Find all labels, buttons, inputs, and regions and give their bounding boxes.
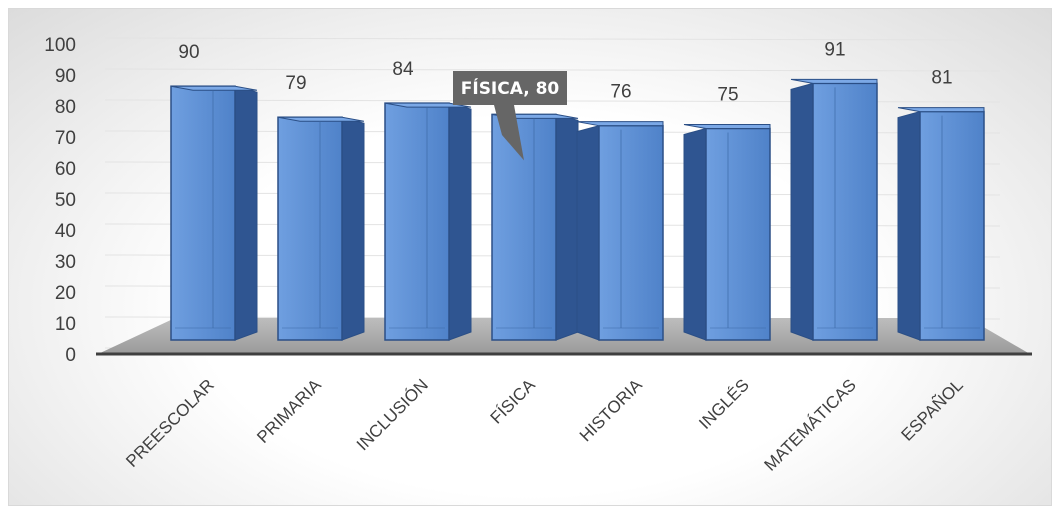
data-callout: FÍSICA, 80 (453, 71, 567, 161)
bar-top (384, 102, 472, 108)
callout-pointer (494, 105, 524, 161)
x-tick-label: MATEMÁTICAS (760, 375, 859, 474)
bar (384, 102, 472, 341)
data-label: 90 (178, 42, 199, 63)
gridline (104, 68, 1001, 72)
y-tick-label: 10 (55, 314, 76, 335)
bar (170, 85, 258, 341)
x-tick-label: HISTORIA (576, 375, 646, 445)
bar (277, 116, 365, 341)
bar-top (277, 116, 365, 122)
y-tick-label: 60 (55, 159, 76, 180)
bar-front (705, 127, 771, 341)
x-tick-label: PREESCOLAR (122, 375, 218, 471)
bar-side (341, 116, 365, 341)
bar-side (555, 113, 579, 341)
bar-side (897, 110, 921, 341)
bar-front (812, 82, 878, 341)
bar-front (384, 102, 450, 341)
bar-top (170, 85, 258, 91)
y-axis: 0 10 20 30 40 50 60 70 80 90 100 (44, 35, 76, 366)
bar-front (277, 116, 343, 341)
y-tick-label: 90 (55, 66, 76, 87)
y-tick-label: 40 (55, 221, 76, 242)
bar-top (683, 124, 771, 129)
bar-front (491, 113, 557, 341)
x-tick-label: PRIMARIA (253, 375, 325, 447)
data-label: 79 (285, 73, 306, 94)
data-label: 81 (931, 68, 952, 89)
gridline (104, 37, 1001, 41)
bar (491, 113, 579, 341)
y-tick-label: 70 (55, 128, 76, 149)
bar-front (598, 124, 664, 341)
bar-top (576, 121, 664, 127)
bar-front (919, 110, 985, 341)
x-tick-label: INGLÉS (695, 375, 753, 433)
bar-side (790, 82, 814, 341)
bar (897, 107, 985, 341)
bars (170, 78, 985, 341)
data-label: 75 (717, 85, 738, 106)
bar (790, 78, 878, 341)
bar-front (170, 85, 236, 341)
data-label: 76 (610, 82, 631, 103)
bar-top (790, 78, 878, 84)
bar-side (448, 102, 472, 341)
data-label: 91 (824, 39, 845, 60)
x-tick-label: ESPAÑOL (897, 375, 966, 444)
bar-side (234, 85, 258, 341)
bar (683, 124, 771, 341)
y-tick-label: 100 (44, 35, 76, 56)
bar-side (576, 125, 600, 341)
data-label: 84 (392, 59, 414, 80)
y-tick-label: 80 (55, 97, 76, 118)
data-labels: 90 79 84 76 75 91 81 (178, 39, 952, 105)
x-axis: PREESCOLAR PRIMARIA INCLUSIÓN FÍSICA HISTORI… (122, 375, 967, 475)
x-tick-label: INCLUSIÓN (353, 375, 432, 454)
callout-label: FÍSICA, 80 (461, 77, 560, 99)
y-tick-label: 0 (65, 345, 76, 366)
bar-side (683, 127, 707, 341)
y-tick-label: 50 (55, 190, 76, 211)
bar-top (897, 107, 985, 113)
bar (576, 121, 664, 341)
callout-box (453, 71, 567, 105)
y-tick-label: 20 (55, 283, 76, 304)
y-tick-label: 30 (55, 252, 76, 273)
x-tick-label: FÍSICA (487, 375, 540, 428)
